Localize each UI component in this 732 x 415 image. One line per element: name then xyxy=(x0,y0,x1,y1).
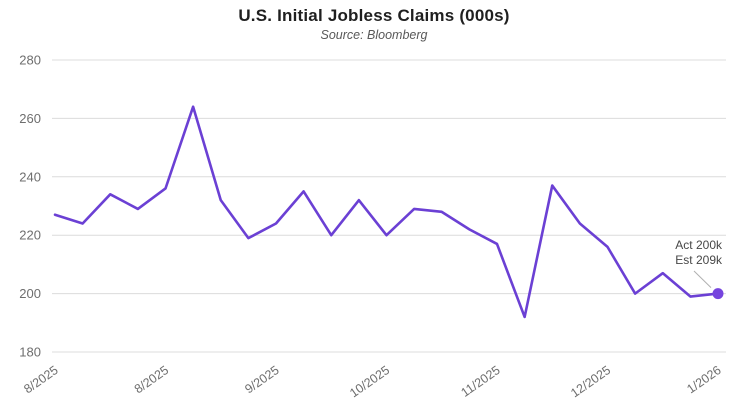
chart-title: U.S. Initial Jobless Claims (000s) xyxy=(238,6,510,25)
chart-subtitle: Source: Bloomberg xyxy=(320,28,428,42)
annotation-estimate-value: Est 209k xyxy=(675,253,723,267)
x-tick-label: 11/2025 xyxy=(458,363,502,400)
x-tick-label: 10/2025 xyxy=(347,363,392,400)
y-tick-label: 180 xyxy=(19,345,41,360)
y-tick-label: 220 xyxy=(19,228,41,243)
y-tick-label: 260 xyxy=(19,111,41,126)
annotation-leader-line xyxy=(693,270,712,288)
x-tick-label: 1/2026 xyxy=(684,363,723,396)
gridlines xyxy=(52,59,726,353)
last-point-marker xyxy=(712,288,724,300)
y-axis-tick-labels: 180 200 220 240 260 280 xyxy=(19,53,41,360)
annotation-actual-value: Act 200k xyxy=(675,238,723,252)
x-tick-label: 8/2025 xyxy=(21,363,60,396)
y-tick-label: 280 xyxy=(19,53,41,68)
claims-series-line xyxy=(53,105,720,319)
y-tick-label: 240 xyxy=(19,169,41,184)
y-tick-label: 200 xyxy=(19,286,41,301)
x-tick-label: 12/2025 xyxy=(568,363,613,400)
x-tick-label: 8/2025 xyxy=(132,363,171,396)
x-axis-tick-labels: 8/2025 8/2025 9/2025 10/2025 11/2025 12/2025 1… xyxy=(21,363,723,400)
x-tick-label: 9/2025 xyxy=(242,363,281,396)
